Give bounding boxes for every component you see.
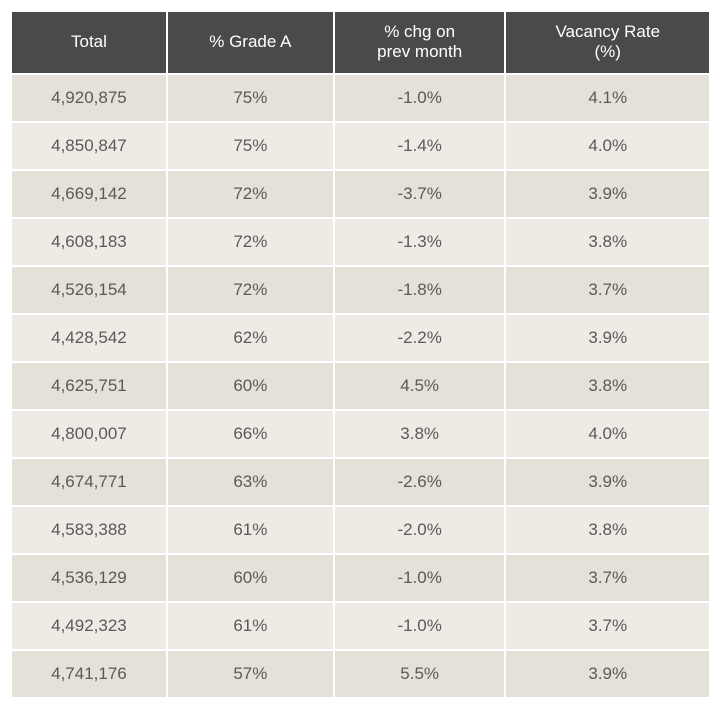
table-row: 4,608,183 72% -1.3% 3.8% [12, 219, 709, 265]
cell-grade-a: 61% [168, 603, 333, 649]
cell-chg: 4.5% [335, 363, 505, 409]
cell-grade-a: 60% [168, 555, 333, 601]
col-header-total: Total [12, 12, 166, 73]
table-row: 4,536,129 60% -1.0% 3.7% [12, 555, 709, 601]
col-header-chg-line1: % chg on [384, 22, 455, 41]
cell-grade-a: 72% [168, 171, 333, 217]
table-row: 4,526,154 72% -1.8% 3.7% [12, 267, 709, 313]
cell-total: 4,625,751 [12, 363, 166, 409]
table-row: 4,428,542 62% -2.2% 3.9% [12, 315, 709, 361]
cell-vacancy: 3.8% [506, 219, 709, 265]
cell-vacancy: 4.0% [506, 411, 709, 457]
cell-total: 4,674,771 [12, 459, 166, 505]
cell-grade-a: 61% [168, 507, 333, 553]
table-row: 4,674,771 63% -2.6% 3.9% [12, 459, 709, 505]
table-row: 4,741,176 57% 5.5% 3.9% [12, 651, 709, 697]
cell-total: 4,583,388 [12, 507, 166, 553]
cell-vacancy: 3.7% [506, 267, 709, 313]
table-row: 4,850,847 75% -1.4% 4.0% [12, 123, 709, 169]
cell-grade-a: 60% [168, 363, 333, 409]
cell-total: 4,741,176 [12, 651, 166, 697]
cell-vacancy: 3.9% [506, 459, 709, 505]
cell-total: 4,526,154 [12, 267, 166, 313]
col-header-vacancy-line2: (%) [595, 42, 621, 61]
cell-grade-a: 75% [168, 75, 333, 121]
cell-total: 4,492,323 [12, 603, 166, 649]
cell-chg: -2.0% [335, 507, 505, 553]
cell-chg: -1.0% [335, 555, 505, 601]
col-header-vacancy: Vacancy Rate (%) [506, 12, 709, 73]
cell-total: 4,608,183 [12, 219, 166, 265]
cell-chg: -2.6% [335, 459, 505, 505]
cell-grade-a: 72% [168, 267, 333, 313]
data-table: Total % Grade A % chg on prev month Vaca… [10, 10, 711, 699]
table-row: 4,920,875 75% -1.0% 4.1% [12, 75, 709, 121]
col-header-chg: % chg on prev month [335, 12, 505, 73]
col-header-vacancy-line1: Vacancy Rate [555, 22, 660, 41]
cell-vacancy: 4.0% [506, 123, 709, 169]
cell-total: 4,669,142 [12, 171, 166, 217]
cell-total: 4,428,542 [12, 315, 166, 361]
table-row: 4,800,007 66% 3.8% 4.0% [12, 411, 709, 457]
cell-grade-a: 62% [168, 315, 333, 361]
cell-grade-a: 57% [168, 651, 333, 697]
cell-grade-a: 66% [168, 411, 333, 457]
cell-vacancy: 3.9% [506, 651, 709, 697]
cell-vacancy: 3.9% [506, 315, 709, 361]
cell-grade-a: 75% [168, 123, 333, 169]
cell-grade-a: 72% [168, 219, 333, 265]
table-row: 4,583,388 61% -2.0% 3.8% [12, 507, 709, 553]
cell-chg: 3.8% [335, 411, 505, 457]
cell-chg: -2.2% [335, 315, 505, 361]
cell-total: 4,920,875 [12, 75, 166, 121]
cell-chg: -3.7% [335, 171, 505, 217]
cell-vacancy: 3.8% [506, 507, 709, 553]
cell-chg: -1.4% [335, 123, 505, 169]
cell-vacancy: 3.7% [506, 603, 709, 649]
cell-vacancy: 3.9% [506, 171, 709, 217]
cell-total: 4,536,129 [12, 555, 166, 601]
cell-chg: 5.5% [335, 651, 505, 697]
table-row: 4,669,142 72% -3.7% 3.9% [12, 171, 709, 217]
cell-vacancy: 3.7% [506, 555, 709, 601]
cell-vacancy: 4.1% [506, 75, 709, 121]
cell-grade-a: 63% [168, 459, 333, 505]
table-row: 4,625,751 60% 4.5% 3.8% [12, 363, 709, 409]
cell-chg: -1.3% [335, 219, 505, 265]
cell-chg: -1.0% [335, 75, 505, 121]
col-header-grade-a: % Grade A [168, 12, 333, 73]
cell-total: 4,800,007 [12, 411, 166, 457]
cell-chg: -1.0% [335, 603, 505, 649]
table-row: 4,492,323 61% -1.0% 3.7% [12, 603, 709, 649]
table-header-row: Total % Grade A % chg on prev month Vaca… [12, 12, 709, 73]
col-header-chg-line2: prev month [377, 42, 462, 61]
cell-vacancy: 3.8% [506, 363, 709, 409]
table-body: 4,920,875 75% -1.0% 4.1% 4,850,847 75% -… [12, 75, 709, 697]
cell-total: 4,850,847 [12, 123, 166, 169]
cell-chg: -1.8% [335, 267, 505, 313]
